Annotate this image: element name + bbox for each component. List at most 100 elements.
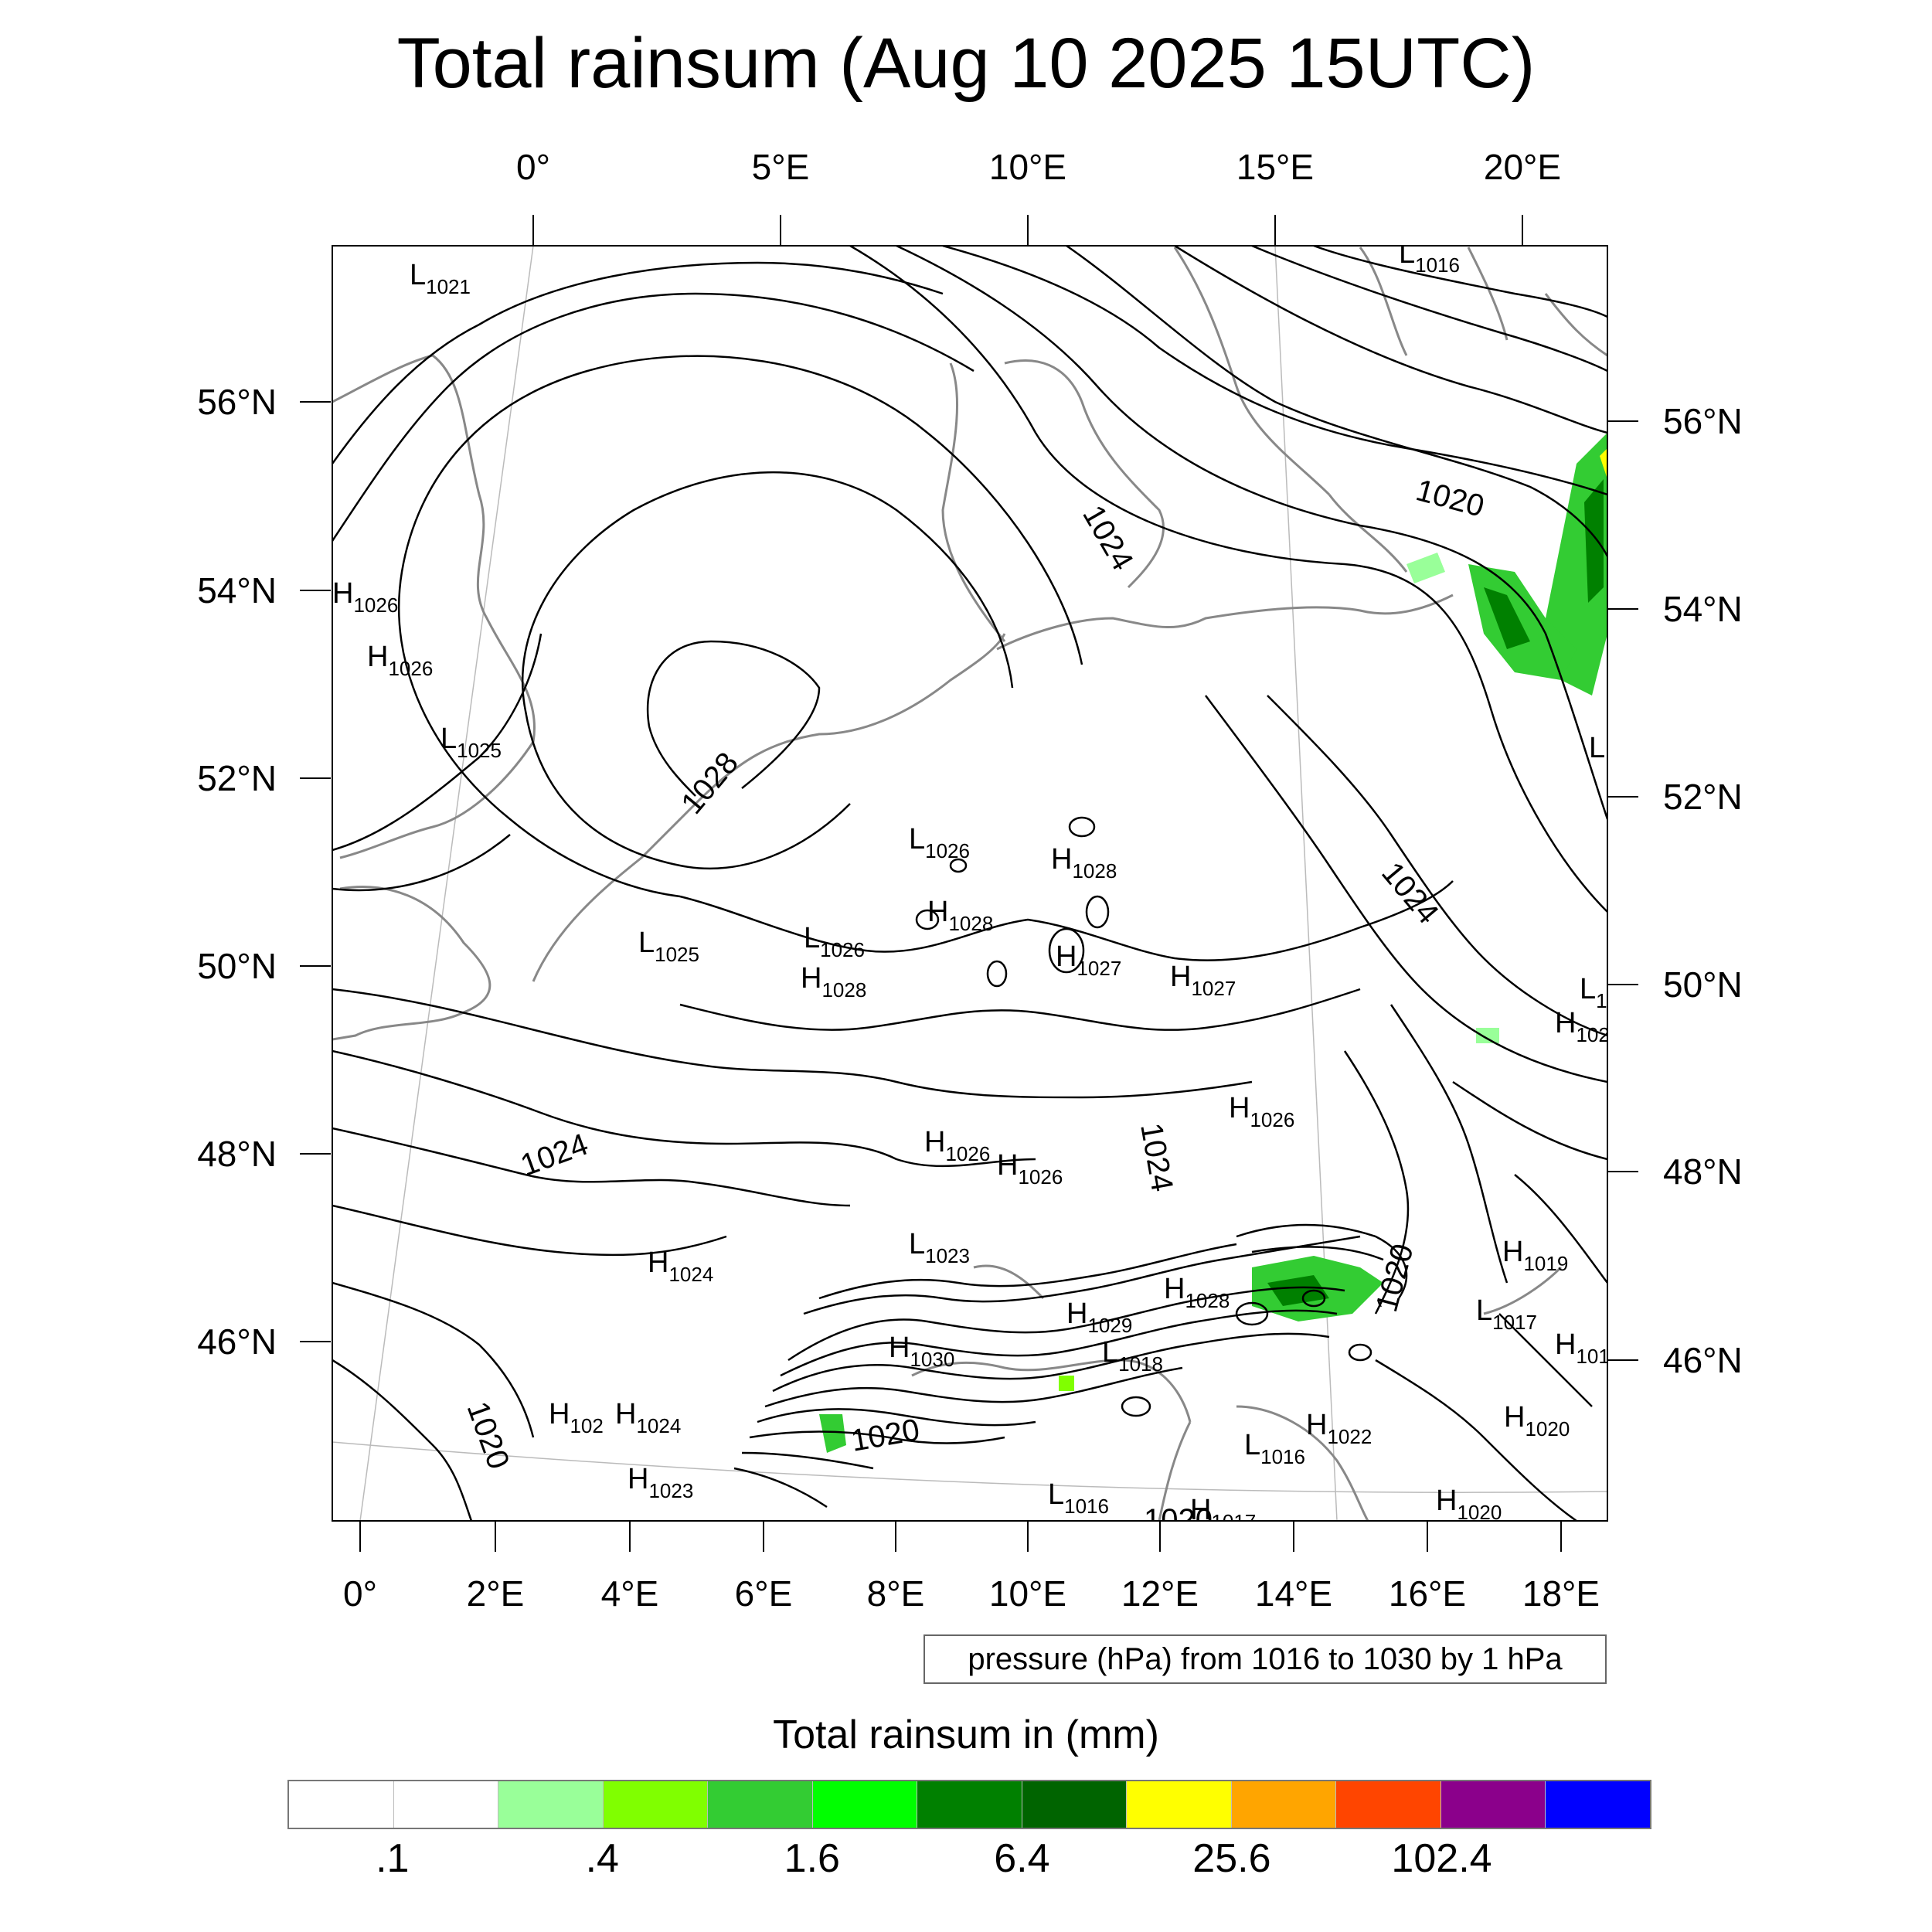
pressure-center-label: H1026 <box>924 1126 990 1165</box>
lat-label-right: 56°N <box>1663 401 1743 441</box>
colorbar-cell <box>498 1781 604 1828</box>
colorbar-label: 25.6 <box>1192 1836 1271 1881</box>
lat-label-right: 54°N <box>1663 589 1743 629</box>
pressure-center-label: H1028 <box>927 896 993 935</box>
pressure-center-label: H1024 <box>615 1398 681 1437</box>
pressure-center-label: H1026 <box>332 577 398 617</box>
bottom-lon-labels: 0° 2°E 4°E 6°E 8°E 10°E 12°E 14°E 16°E 1… <box>343 1573 1600 1614</box>
colorbar-cell <box>1336 1781 1441 1828</box>
contour-info-box: pressure (hPa) from 1016 to 1030 by 1 hP… <box>923 1634 1607 1684</box>
colorbar-labels: .1 .4 1.6 6.4 25.6 102.4 <box>287 1835 1651 1889</box>
pressure-center-label: H1026 <box>1229 1092 1294 1131</box>
pressure-center-label: H1027 <box>1056 940 1121 980</box>
colorbar-cell <box>812 1781 918 1828</box>
pressure-center-label: H101 <box>1555 1328 1610 1368</box>
rain-patch-dot <box>1476 1028 1499 1043</box>
pressure-center-label: L1026 <box>909 823 970 862</box>
lat-label-right: 52°N <box>1663 777 1743 817</box>
pressure-center-label: H1023 <box>628 1463 693 1502</box>
rain-patch-yellow <box>1600 448 1607 479</box>
colorbar-cell <box>1546 1781 1650 1828</box>
pressure-centers: L1021 L1016 H1026 H1026 L1025 L1026 H102… <box>332 237 1610 1533</box>
contour-value-label: 1024 <box>1134 1121 1179 1194</box>
contour-value-label: 1020 <box>461 1397 516 1474</box>
pressure-center-label: L1025 <box>440 723 502 762</box>
pressure-center-label: H1024 <box>648 1247 713 1286</box>
colorbar-label: 102.4 <box>1391 1836 1492 1881</box>
lon-label-bottom: 14°E <box>1255 1573 1332 1614</box>
contour-value-label: 1020 <box>849 1413 922 1458</box>
pressure-center-label: H1017 <box>1190 1494 1256 1533</box>
pressure-center-label: L1026 <box>804 922 865 961</box>
contour-value-label: 1020 <box>1144 1503 1213 1537</box>
colorbar-cell <box>603 1781 709 1828</box>
pressure-center-label: H1028 <box>801 962 866 1002</box>
lat-label-left: 54°N <box>197 570 277 611</box>
coastlines <box>332 247 1607 1521</box>
lat-label-left: 50°N <box>197 946 277 986</box>
lat-label-right: 48°N <box>1663 1151 1743 1192</box>
rain-patch-alps-west <box>819 1414 846 1453</box>
pressure-center-label: L1021 <box>410 259 471 298</box>
pressure-center-label: H1028 <box>1051 843 1117 883</box>
colorbar-cell <box>1440 1781 1546 1828</box>
left-lat-labels: 56°N 54°N 52°N 50°N 48°N 46°N <box>197 382 277 1362</box>
lat-label-left: 46°N <box>197 1321 277 1362</box>
rain-patch-alps-east-core <box>1267 1275 1329 1306</box>
isobars <box>332 246 1607 1521</box>
pressure-center-label: H1029 <box>1066 1298 1132 1337</box>
pressure-center-label: L1016 <box>1399 237 1460 277</box>
lon-label-top: 5°E <box>752 147 810 187</box>
contour-value-label: 1020 <box>1369 1240 1420 1315</box>
pressure-center-label: H1026 <box>367 641 433 680</box>
pressure-center-label: H1026 <box>997 1149 1063 1189</box>
pressure-center-label: L <box>1589 732 1605 764</box>
map-title: Total rainsum (Aug 10 2025 15UTC) <box>396 24 1536 103</box>
lon-label-bottom: 12°E <box>1121 1573 1199 1614</box>
pressure-center-label: H102 <box>1555 1007 1610 1046</box>
pressure-center-label: L1016 <box>1048 1478 1109 1518</box>
lon-label-bottom: 0° <box>343 1573 377 1614</box>
pressure-center-label: H1027 <box>1170 961 1236 1000</box>
colorbar-label: 1.6 <box>784 1836 840 1881</box>
lat-label-left: 56°N <box>197 382 277 422</box>
lon-label-bottom: 16°E <box>1389 1573 1466 1614</box>
rain-patch-baltic-core <box>1584 479 1604 603</box>
rain-patch-dot <box>1059 1376 1074 1391</box>
colorbar-title: Total rainsum in (mm) <box>773 1713 1159 1757</box>
pressure-center-label: L1018 <box>1102 1336 1163 1376</box>
pressure-center-label: L1 <box>1580 973 1607 1012</box>
rain-patches <box>819 433 1607 1453</box>
colorbar-label: .4 <box>585 1836 619 1881</box>
pressure-center-label: H1020 <box>1436 1485 1502 1524</box>
colorbar-cell <box>917 1781 1022 1828</box>
pressure-center-label: L1025 <box>638 927 699 966</box>
pressure-center-label: H102 <box>549 1398 604 1437</box>
contour-value-label: 1024 <box>516 1128 593 1183</box>
colorbar-cell <box>1127 1781 1232 1828</box>
rain-patch-small <box>1406 553 1445 583</box>
colorbar-cell <box>1022 1781 1128 1828</box>
tick-marks <box>300 215 1638 1552</box>
colorbar <box>287 1780 1651 1829</box>
lon-label-top: 15°E <box>1236 147 1314 187</box>
contour-value-label: 1020 <box>1413 473 1488 524</box>
contour-value-label: 1028 <box>675 746 745 820</box>
lon-label-bottom: 2°E <box>467 1573 525 1614</box>
pressure-center-label: L1016 <box>1244 1429 1305 1468</box>
top-lon-labels: 0° 5°E 10°E 15°E 20°E <box>516 147 1561 187</box>
lon-label-top: 20°E <box>1484 147 1561 187</box>
lon-label-top: 0° <box>516 147 550 187</box>
pressure-center-label: H1019 <box>1502 1236 1568 1275</box>
colorbar-cell <box>708 1781 813 1828</box>
lat-label-left: 48°N <box>197 1134 277 1174</box>
lon-label-top: 10°E <box>989 147 1066 187</box>
lon-label-bottom: 4°E <box>601 1573 659 1614</box>
map-frame <box>332 245 1608 1522</box>
contour-value-label: 1024 <box>1076 500 1140 577</box>
lon-label-bottom: 10°E <box>989 1573 1066 1614</box>
pressure-center-label: H1028 <box>1164 1273 1230 1312</box>
pressure-center-label: H1022 <box>1306 1409 1372 1448</box>
rain-patch-poland-core <box>1484 587 1530 649</box>
